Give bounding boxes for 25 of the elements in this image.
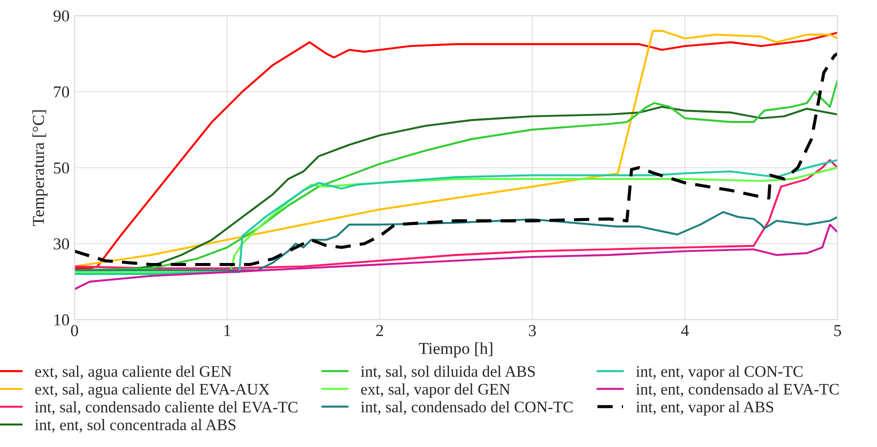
legend-label: int, ent, vapor al CON-TC [636, 366, 803, 380]
x-tick-label: 1 [224, 325, 230, 336]
x-tick-label: 2 [376, 324, 383, 336]
y-tick-label: 70 [54, 86, 70, 98]
x-tick-label: 0 [71, 324, 78, 336]
line-series [74, 224, 838, 290]
x-axis-title: Tiempo [h] [418, 342, 492, 358]
x-tick-label: 5 [834, 325, 842, 336]
y-axis-title: Temperatura [°C] [32, 110, 48, 226]
legend-label: int, ent, vapor al ABS [636, 401, 774, 416]
legend-label: ext, sal, vapor del GEN [361, 383, 510, 398]
legend-label: int, ent, condensado al EVA-TC [636, 383, 839, 397]
legend-label: int, sal, sol diluida del ABS [360, 366, 535, 380]
y-tick-label: 30 [54, 238, 70, 250]
legend-label: ext, sal, agua caliente del EVA-AUX [35, 383, 270, 398]
y-tick-label: 50 [54, 162, 70, 174]
legend-label: int, sal, condensado caliente del EVA-TC [34, 401, 298, 415]
legend-label: ext, sal, agua caliente del GEN [35, 366, 232, 380]
line-series [74, 211, 838, 272]
legend-label: int, ent, sol concentrada al ABS [34, 419, 236, 433]
x-tick-label: 3 [528, 324, 536, 336]
y-tick-label: 90 [54, 10, 70, 22]
x-tick-label: 4 [681, 325, 689, 336]
legend-label: int, sal, condensado del CON-TC [360, 401, 573, 415]
y-tick-label: 10 [54, 314, 70, 326]
